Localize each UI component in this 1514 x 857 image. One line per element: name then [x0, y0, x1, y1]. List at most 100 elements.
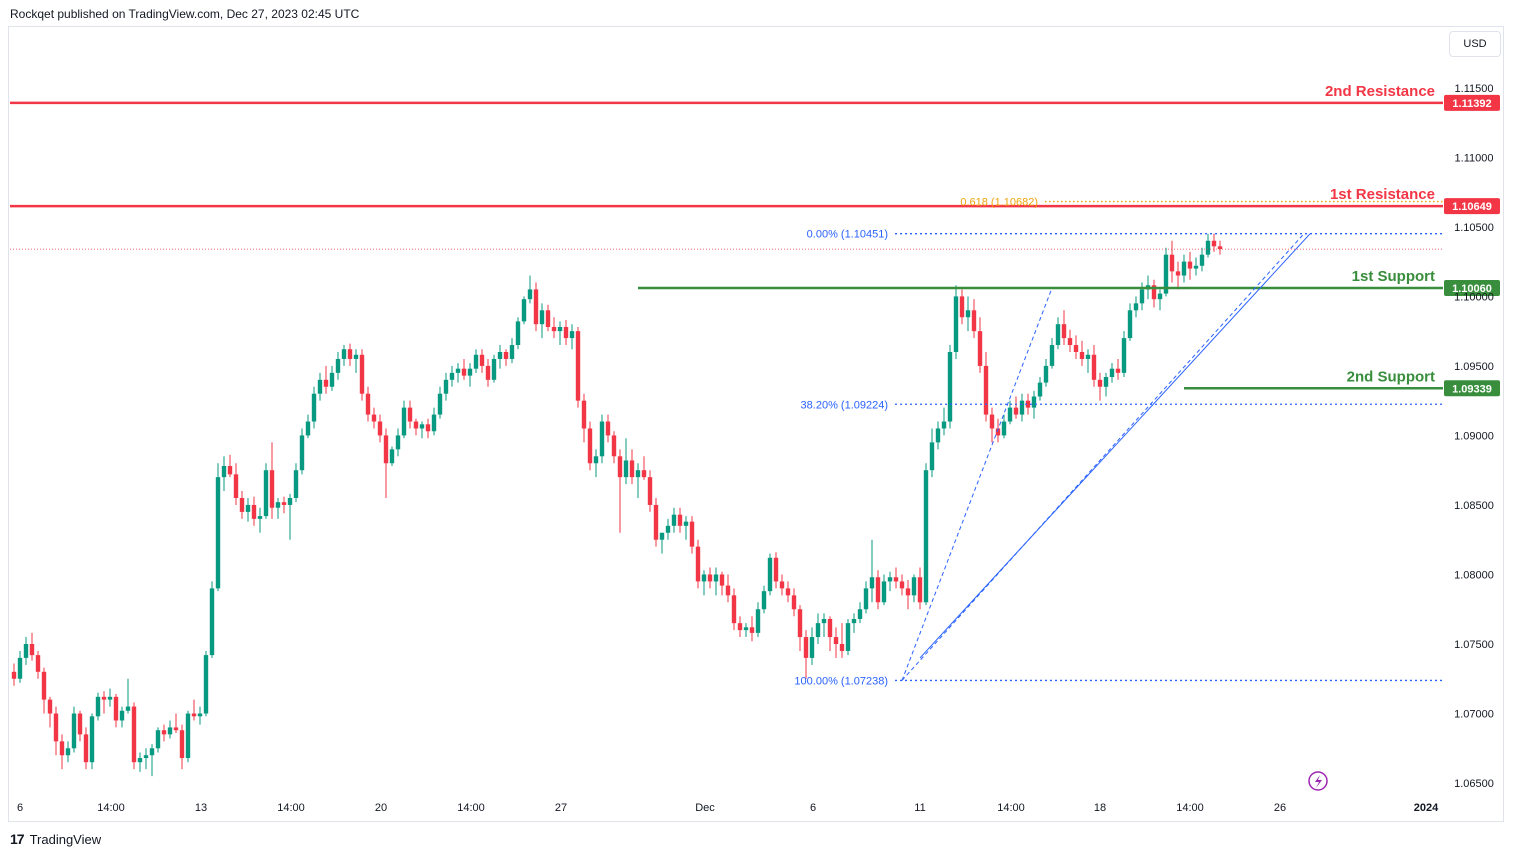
candle-body: [287, 498, 293, 505]
candle-body: [1151, 285, 1157, 300]
candle-body: [1031, 396, 1037, 408]
candle: [305, 414, 311, 439]
level-2nd-resistance[interactable]: 2nd Resistance 1.11392: [10, 83, 1500, 111]
candle: [947, 345, 953, 429]
candle-body: [509, 345, 515, 359]
candle-body: [485, 365, 491, 380]
candle-body: [473, 354, 479, 369]
price-tag-text: 1.10060: [1452, 283, 1492, 295]
candle: [185, 710, 191, 763]
footer-brand[interactable]: 17 TradingView: [10, 831, 101, 847]
candle: [971, 299, 977, 339]
candle-body: [797, 609, 803, 638]
candle-body: [413, 421, 419, 429]
candle-body: [521, 299, 527, 322]
candle: [137, 752, 143, 772]
candle-body: [431, 414, 437, 432]
x-tick-label: 6: [810, 802, 816, 814]
candle-body: [35, 655, 41, 672]
candle-body: [617, 456, 623, 478]
price-tag-text: 1.09339: [1452, 383, 1492, 395]
candle: [1103, 372, 1109, 397]
candle-body: [125, 706, 131, 711]
candle: [1205, 233, 1211, 258]
level-1st-resistance[interactable]: 1st Resistance 1.10649: [10, 186, 1500, 215]
candle: [953, 285, 959, 359]
candle-body: [407, 407, 413, 422]
candle: [323, 365, 329, 394]
candle-body: [65, 748, 71, 756]
candle-body: [281, 502, 287, 505]
candle-body: [1103, 377, 1109, 387]
candle: [929, 428, 935, 478]
candle-body: [899, 581, 905, 589]
level-2nd-support[interactable]: 2nd Support 1.09339: [1184, 368, 1500, 397]
candle-body: [251, 504, 257, 519]
x-tick-label: 20: [375, 802, 387, 814]
candle: [533, 282, 539, 332]
candle-body: [1157, 293, 1163, 300]
x-tick-label: 14:00: [997, 802, 1025, 814]
candle: [761, 585, 767, 614]
candle: [605, 414, 611, 443]
candle: [83, 727, 89, 770]
candle-body: [1187, 261, 1193, 269]
candle-body: [227, 466, 233, 475]
candle-body: [269, 470, 275, 508]
candle-body: [233, 474, 239, 498]
candle: [173, 713, 179, 733]
candle-body: [53, 713, 59, 742]
candle: [623, 438, 629, 485]
candle: [119, 706, 125, 728]
y-tick-label: 1.07000: [1454, 709, 1494, 721]
candle: [167, 720, 173, 739]
level-1st-support[interactable]: 1st Support 1.10060: [638, 268, 1500, 297]
candle-body: [743, 627, 749, 631]
candle: [401, 400, 407, 439]
candle: [299, 428, 305, 475]
candle: [227, 454, 233, 478]
candle-body: [599, 421, 605, 457]
candle-body: [323, 379, 329, 387]
candle: [1181, 254, 1187, 283]
candle-body: [179, 730, 185, 759]
candle: [245, 498, 251, 522]
candle-body: [839, 644, 845, 651]
currency-button[interactable]: USD: [1449, 31, 1501, 57]
candle-body: [671, 514, 677, 526]
candle-body: [347, 349, 353, 359]
candle: [449, 365, 455, 387]
candle-body: [701, 574, 707, 582]
candle: [467, 363, 473, 387]
lightning-icon[interactable]: [1308, 771, 1328, 791]
candle: [461, 358, 467, 380]
candle: [911, 574, 917, 603]
candle: [197, 706, 203, 725]
y-tick-label: 1.09500: [1454, 361, 1494, 373]
candle: [635, 463, 641, 498]
candle: [479, 349, 485, 373]
level-label: 2nd Resistance: [1325, 83, 1435, 100]
axis-layer: 1.11500 1.11000 1.10500 1.10000 1.09500 1.090…: [17, 83, 1494, 814]
candle-body: [869, 577, 875, 589]
candle-body: [395, 435, 401, 450]
candle-body: [1109, 368, 1115, 378]
candle-body: [581, 400, 587, 429]
candle: [665, 518, 671, 540]
candle: [755, 602, 761, 638]
candle-body: [833, 637, 839, 644]
candle: [71, 706, 77, 753]
candle: [1121, 331, 1127, 378]
y-tick-label: 1.11500: [1455, 83, 1494, 95]
candle: [845, 618, 851, 656]
candle: [1157, 289, 1163, 311]
candle: [77, 710, 83, 742]
candle-body: [611, 435, 617, 457]
fib-level: 100.00% (1.07238): [794, 675, 1443, 687]
candle-body: [377, 421, 383, 436]
candle-body: [443, 379, 449, 394]
price-tag-text: 1.11392: [1452, 98, 1491, 110]
candle-body: [995, 428, 1001, 436]
candle: [419, 421, 425, 439]
